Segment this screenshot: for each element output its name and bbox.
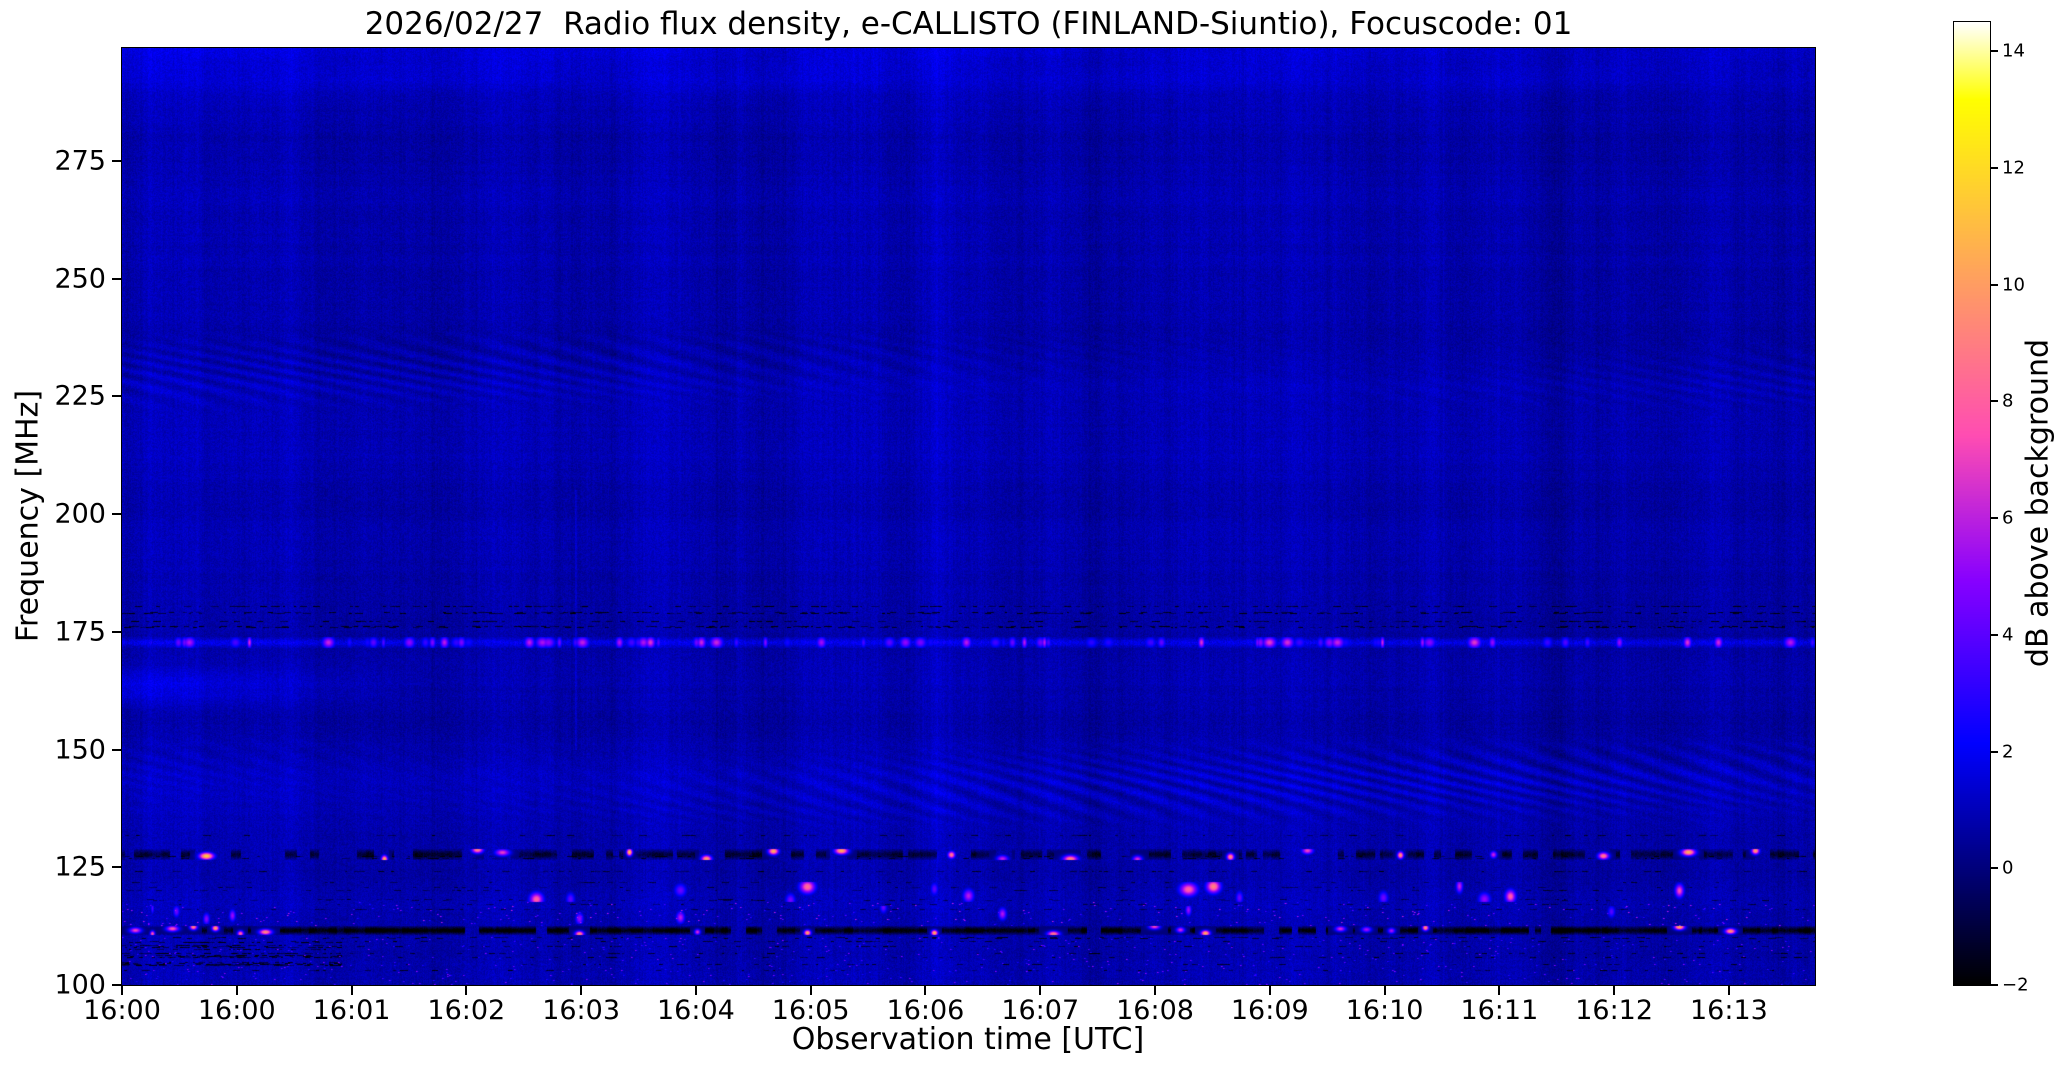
x-tick-mark [350,985,353,995]
x-tick-label: 16:05 [771,995,850,1026]
x-tick-label: 16:13 [1690,995,1768,1026]
y-tick-mark [112,866,122,869]
colorbar-tick-label: 6 [2002,507,2014,529]
y-tick-mark [112,160,122,162]
x-tick-mark [580,985,583,995]
colorbar-tick-label: 4 [2002,624,2014,646]
x-tick-label: 16:12 [1575,995,1654,1026]
x-tick-label: 16:11 [1460,995,1539,1026]
y-tick-mark [112,630,122,633]
colorbar-label: dB above background [2020,338,2056,668]
y-tick-mark [112,395,122,398]
y-tick-mark [112,748,122,751]
colorbar-tick-label: 10 [2002,274,2025,296]
colorbar-tick-label: 8 [2002,390,2014,412]
x-tick-label: 16:00 [197,995,276,1026]
colorbar-gradient [1954,22,1990,985]
colorbar-tick-mark [1990,750,1998,753]
colorbar-tick-mark [1990,633,1998,636]
x-tick-label: 16:02 [427,995,506,1026]
x-tick-label: 16:10 [1345,995,1424,1026]
x-tick-mark [1613,985,1616,995]
colorbar-tick-label: 12 [2002,157,2025,179]
x-tick-label: 16:01 [312,995,391,1026]
y-tick-label: 125 [54,851,106,883]
x-tick-mark [465,985,468,995]
colorbar-tick-label: 14 [2002,40,2025,62]
x-tick-label: 16:06 [886,995,965,1026]
x-tick-label: 16:03 [542,995,621,1026]
y-tick-label: 150 [54,734,106,766]
x-tick-mark [235,985,238,995]
y-tick-label: 225 [54,380,106,412]
y-tick-mark [112,984,122,986]
x-tick-mark [1039,985,1042,995]
colorbar-tick-label: 0 [2002,857,2014,879]
x-tick-label: 16:08 [1116,995,1194,1026]
x-tick-mark [121,985,123,995]
colorbar-tick-mark [1990,166,1998,169]
x-tick-mark [924,985,927,995]
x-axis-label: Observation time [UTC] [791,1022,1145,1057]
spectrogram-heatmap [122,48,1815,985]
x-tick-mark [1383,985,1386,995]
y-tick-label: 275 [54,145,106,177]
x-tick-mark [1498,985,1501,995]
x-tick-mark [1154,985,1157,995]
x-tick-mark [809,985,812,995]
x-tick-label: 16:04 [656,995,735,1026]
x-tick-mark [694,985,697,995]
colorbar-tick-mark [1990,50,1998,53]
y-tick-mark [112,277,122,280]
y-tick-label: 100 [54,969,106,1001]
colorbar-tick-mark [1990,517,1998,520]
y-tick-label: 175 [54,616,106,648]
colorbar-tick-mark [1990,867,1998,870]
y-tick-mark [112,513,122,516]
y-tick-label: 250 [54,263,106,295]
colorbar-tick-label: 2 [2002,741,2014,763]
y-tick-label: 200 [54,498,106,530]
x-tick-label: 16:00 [83,995,161,1026]
x-tick-mark [1268,985,1271,995]
chart-title: 2026/02/27 Radio flux density, e-CALLIST… [364,6,1573,42]
x-tick-label: 16:09 [1230,995,1309,1026]
colorbar-tick-mark [1990,283,1998,286]
colorbar-tick-mark [1990,984,1998,986]
x-tick-mark [1727,985,1730,995]
colorbar-tick-mark [1990,400,1998,403]
colorbar-tick-label: −2 [2002,974,2029,996]
x-tick-label: 16:07 [1001,995,1080,1026]
